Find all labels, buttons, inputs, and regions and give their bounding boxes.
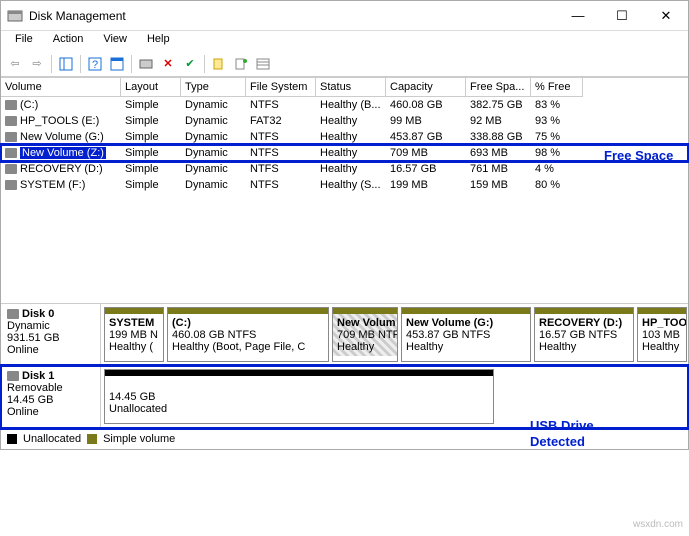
col-layout[interactable]: Layout (121, 78, 181, 97)
annotation-usb-line2: Detected (530, 434, 585, 449)
maximize-button[interactable]: ☐ (600, 2, 644, 30)
ok-icon[interactable]: ✔ (180, 54, 200, 74)
volume-header: Volume Layout Type File System Status Ca… (1, 77, 688, 97)
disk-icon (5, 180, 17, 190)
menu-view[interactable]: View (93, 31, 137, 51)
svg-text:?: ? (92, 59, 98, 71)
help-icon[interactable]: ? (85, 54, 105, 74)
watermark: wsxdn.com (633, 519, 683, 530)
volume-row[interactable]: New Volume (G:)SimpleDynamicNTFSHealthy4… (1, 129, 688, 145)
col-type[interactable]: Type (181, 78, 246, 97)
legend-unallocated: Unallocated (23, 433, 81, 445)
disk-icon (5, 100, 17, 110)
partition[interactable]: New Volume (G:)453.87 GB NTFSHealthy (401, 307, 531, 362)
volume-row[interactable]: RECOVERY (D:)SimpleDynamicNTFSHealthy16.… (1, 161, 688, 177)
list-icon[interactable] (253, 54, 273, 74)
props-icon[interactable] (107, 54, 127, 74)
annotation-free-space: Free Space (604, 148, 673, 163)
disk-icon (7, 309, 19, 319)
titlebar: Disk Management — ☐ ✕ (1, 1, 688, 31)
legend-unallocated-swatch (7, 434, 17, 444)
disk-icon (5, 132, 17, 142)
volume-row[interactable]: (C:)SimpleDynamicNTFSHealthy (B...460.08… (1, 97, 688, 113)
legend-simple: Simple volume (103, 433, 175, 445)
partition[interactable]: New Volum709 MB NTFHealthy (332, 307, 398, 362)
panes-icon[interactable] (56, 54, 76, 74)
delete-icon[interactable]: ✕ (158, 54, 178, 74)
new-icon[interactable] (209, 54, 229, 74)
volume-row[interactable]: HP_TOOLS (E:)SimpleDynamicFAT32Healthy99… (1, 113, 688, 129)
col-status[interactable]: Status (316, 78, 386, 97)
menubar: File Action View Help (1, 31, 688, 51)
legend-simple-swatch (87, 434, 97, 444)
col-pfree[interactable]: % Free (531, 78, 583, 97)
close-button[interactable]: ✕ (644, 2, 688, 30)
disk-icon (7, 371, 19, 381)
minimize-button[interactable]: — (556, 2, 600, 30)
disk-row[interactable]: Disk 0Dynamic931.51 GBOnlineSYSTEM199 MB… (1, 304, 688, 366)
disk-icon (5, 148, 17, 158)
back-icon[interactable]: ⇦ (5, 54, 25, 74)
window-title: Disk Management (29, 9, 556, 23)
col-fs[interactable]: File System (246, 78, 316, 97)
refresh-icon[interactable] (136, 54, 156, 74)
volume-row[interactable]: SYSTEM (F:)SimpleDynamicNTFSHealthy (S..… (1, 177, 688, 193)
menu-file[interactable]: File (5, 31, 43, 51)
volume-table: (C:)SimpleDynamicNTFSHealthy (B...460.08… (1, 97, 688, 193)
partition[interactable]: HP_TOO103 MBHealthy (637, 307, 687, 362)
menu-action[interactable]: Action (43, 31, 94, 51)
partition[interactable]: SYSTEM199 MB NHealthy ( (104, 307, 164, 362)
app-icon (7, 8, 23, 24)
col-free[interactable]: Free Spa... (466, 78, 531, 97)
partition[interactable]: RECOVERY (D:)16.57 GB NTFSHealthy (534, 307, 634, 362)
menu-help[interactable]: Help (137, 31, 180, 51)
disk-map: Disk 0Dynamic931.51 GBOnlineSYSTEM199 MB… (1, 303, 688, 428)
forward-icon[interactable]: ⇨ (27, 54, 47, 74)
partition[interactable]: (C:)460.08 GB NTFSHealthy (Boot, Page Fi… (167, 307, 329, 362)
disk-icon (5, 164, 17, 174)
partition[interactable]: 14.45 GBUnallocated (104, 369, 494, 424)
col-capacity[interactable]: Capacity (386, 78, 466, 97)
open-icon[interactable] (231, 54, 251, 74)
volume-row[interactable]: New Volume (Z:)SimpleDynamicNTFSHealthy7… (1, 145, 688, 161)
col-volume[interactable]: Volume (1, 78, 121, 97)
annotation-usb-line1: USB Drive (530, 418, 594, 433)
toolbar: ⇦ ⇨ ? ✕ ✔ (1, 51, 688, 77)
disk-icon (5, 116, 17, 126)
